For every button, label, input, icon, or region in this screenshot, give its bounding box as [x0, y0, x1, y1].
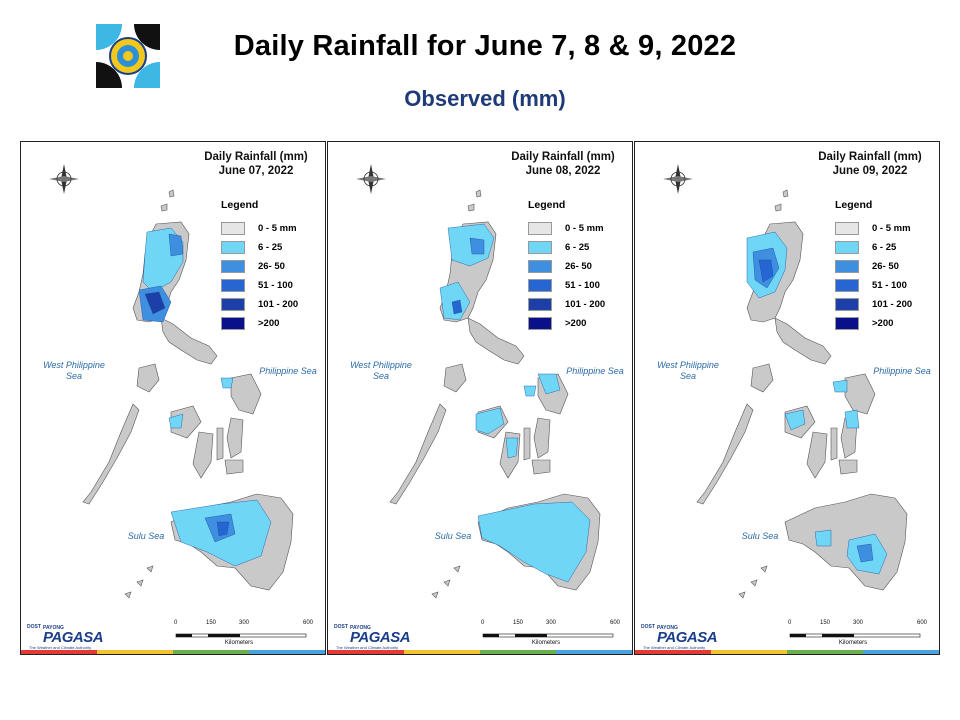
- compass-rose-icon: [356, 164, 386, 194]
- scale-tick: 0: [788, 620, 792, 626]
- scale-bar: 0 150 300 600 Kilometers: [169, 620, 325, 652]
- panel-title-line1: Daily Rainfall (mm): [204, 151, 308, 163]
- panel-title: Daily Rainfall (mm) June 08, 2022: [493, 150, 632, 178]
- sea-label-sulu-sea: Sulu Sea: [127, 531, 165, 541]
- page-title: Daily Rainfall for June 7, 8 & 9, 2022: [233, 30, 737, 62]
- scale-tick: 0: [481, 620, 485, 626]
- sea-label-west-philippine-sea: West Philippine Sea: [657, 360, 719, 381]
- scale-tick: 600: [917, 620, 928, 626]
- sea-label-sulu-sea: Sulu Sea: [741, 531, 779, 541]
- panel-title-line1: Daily Rainfall (mm): [511, 151, 615, 163]
- scale-unit: Kilometers: [838, 640, 868, 646]
- pagasa-seal-logo: [96, 24, 160, 88]
- color-stripe: [328, 650, 632, 654]
- rainfall-map-panel-june09: Daily Rainfall (mm) June 09, 2022 Legend…: [634, 141, 940, 655]
- scale-unit: Kilometers: [224, 640, 254, 646]
- scale-tick: 300: [853, 620, 864, 626]
- sea-label-philippine-sea: Philippine Sea: [873, 366, 931, 376]
- scale-bar: 0 150 300 600 Kilometers: [476, 620, 632, 652]
- panel-title-line1: Daily Rainfall (mm): [818, 151, 922, 163]
- scale-tick: 0: [174, 620, 178, 626]
- pagasa-brand-logo: DOST PAYONG PAGASA The Weather and Clima…: [334, 624, 411, 650]
- pagasa-brand-logo: DOST PAYONG PAGASA The Weather and Clima…: [641, 624, 718, 650]
- scale-tick: 600: [610, 620, 621, 626]
- sea-label-west-philippine-sea: West Philippine Sea: [350, 360, 412, 381]
- scale-unit: Kilometers: [531, 640, 561, 646]
- scale-tick: 600: [303, 620, 314, 626]
- panel-title: Daily Rainfall (mm) June 09, 2022: [800, 150, 939, 178]
- panel-title-line2: June 08, 2022: [525, 165, 601, 177]
- rainfall-map-panel-june08: Daily Rainfall (mm) June 08, 2022 Legend…: [327, 141, 633, 655]
- color-stripe: [635, 650, 939, 654]
- panel-title: Daily Rainfall (mm) June 07, 2022: [186, 150, 325, 178]
- philippines-map: [82, 189, 307, 638]
- legend-title: Legend: [835, 199, 873, 211]
- sea-label-philippine-sea: Philippine Sea: [259, 366, 317, 376]
- sea-label-sulu-sea: Sulu Sea: [434, 531, 472, 541]
- philippines-map: [696, 189, 921, 638]
- legend-title: Legend: [221, 199, 259, 211]
- compass-rose-icon: [663, 164, 693, 194]
- color-stripe: [21, 650, 325, 654]
- sea-label-west-philippine-sea: West Philippine Sea: [43, 360, 105, 381]
- compass-rose-icon: [49, 164, 79, 194]
- scale-tick: 150: [820, 620, 831, 626]
- philippines-map: [389, 189, 614, 638]
- pagasa-brand-logo: DOST PAYONG PAGASA The Weather and Clima…: [27, 624, 104, 650]
- legend-title: Legend: [528, 199, 566, 211]
- rainfall-map-panel-june07: Daily Rainfall (mm) June 07, 2022 Legend…: [20, 141, 326, 655]
- scale-tick: 150: [513, 620, 524, 626]
- panel-title-line2: June 09, 2022: [832, 165, 908, 177]
- scale-bar: 0 150 300 600 Kilometers: [783, 620, 939, 652]
- scale-tick: 300: [239, 620, 250, 626]
- panel-title-line2: June 07, 2022: [218, 165, 294, 177]
- sea-label-philippine-sea: Philippine Sea: [566, 366, 624, 376]
- page-subtitle: Observed (mm): [404, 86, 566, 111]
- scale-tick: 150: [206, 620, 217, 626]
- scale-tick: 300: [546, 620, 557, 626]
